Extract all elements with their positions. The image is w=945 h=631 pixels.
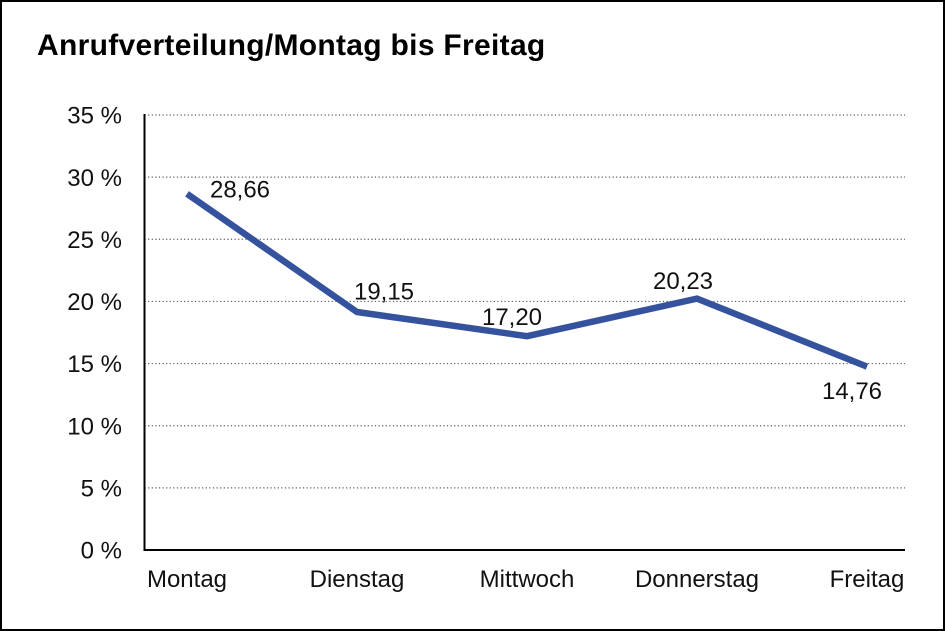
data-point-label: 14,76 <box>822 378 882 405</box>
x-category-label: Freitag <box>830 566 905 593</box>
x-category-label: Mittwoch <box>480 566 575 593</box>
data-point-label: 28,66 <box>210 176 270 203</box>
x-category-label: Donnerstag <box>635 566 759 593</box>
y-tick-label: 5 % <box>81 475 122 502</box>
data-point-label: 17,20 <box>482 304 542 331</box>
chart-title: Anrufverteilung/Montag bis Freitag <box>37 29 546 62</box>
x-category-label: Montag <box>147 566 227 593</box>
y-tick-label: 25 % <box>67 227 122 254</box>
data-point-label: 19,15 <box>354 279 414 306</box>
y-tick-label: 30 % <box>67 165 122 192</box>
y-tick-label: 0 % <box>81 538 122 565</box>
data-series-line <box>185 191 869 370</box>
data-point-label: 20,23 <box>653 268 713 295</box>
y-tick-label: 15 % <box>67 351 122 378</box>
y-tick-label: 35 % <box>67 103 122 130</box>
y-tick-label: 20 % <box>67 289 122 316</box>
x-category-label: Dienstag <box>310 566 405 593</box>
y-tick-label: 10 % <box>67 413 122 440</box>
